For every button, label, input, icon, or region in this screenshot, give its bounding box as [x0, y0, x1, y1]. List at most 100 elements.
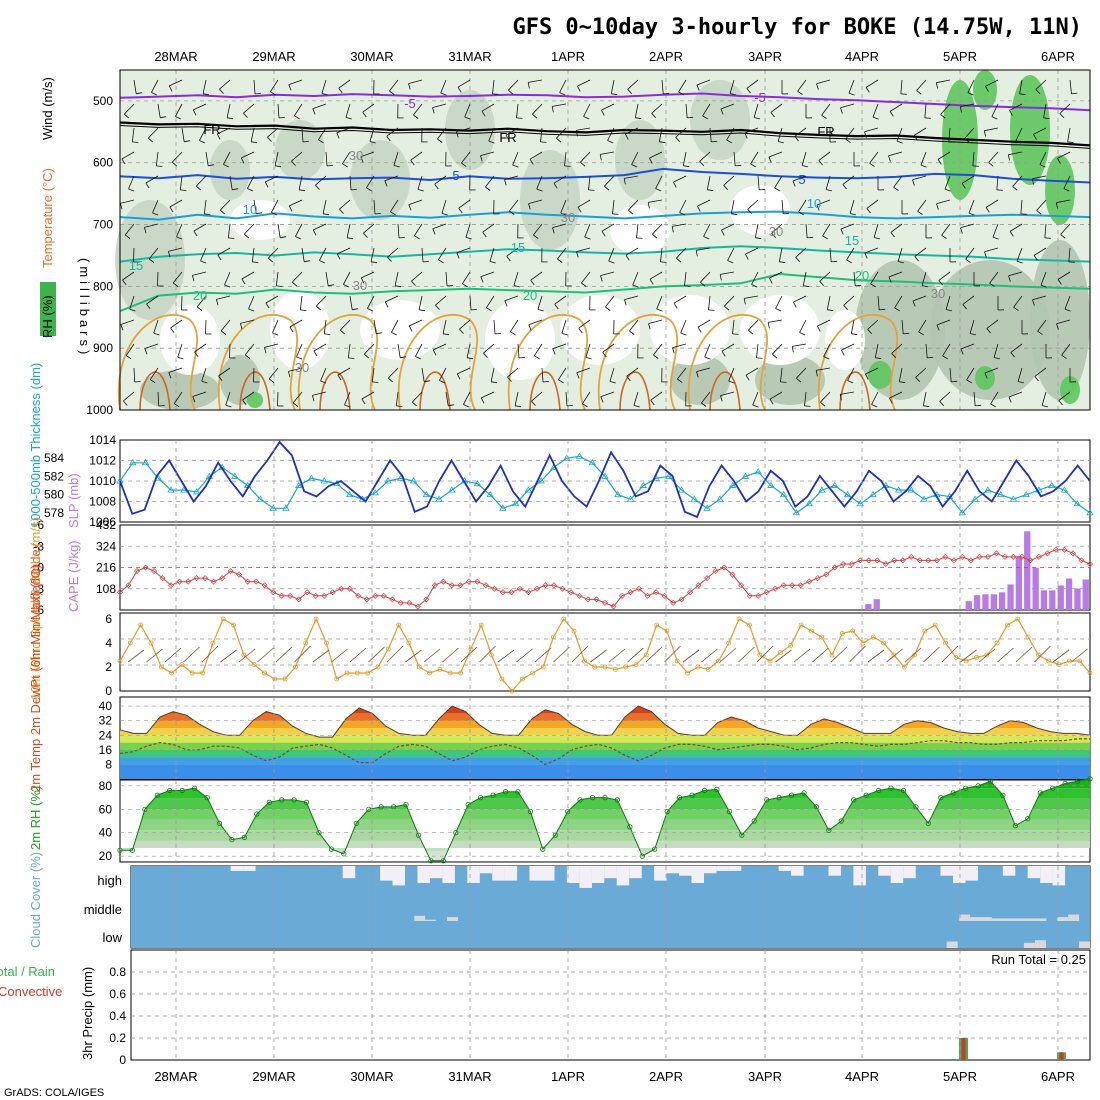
wind-barb-flag — [552, 348, 556, 355]
wind-barb-flag — [821, 114, 827, 119]
wind-barb-flag — [1018, 381, 1024, 384]
cape-bar — [965, 601, 972, 610]
rh-dry-pocket — [160, 305, 220, 375]
wind-barb-flag — [363, 232, 368, 238]
wind-barb — [253, 367, 255, 383]
thickness-tick-label: 582 — [44, 469, 64, 483]
wind-barb-flag — [342, 163, 348, 168]
rh-dry-pocket — [825, 310, 865, 370]
wind-barb-flag — [200, 260, 207, 264]
cloud-axis-label: Cloud Cover (%) — [28, 852, 43, 948]
wind-barb — [408, 199, 423, 206]
wind-barb-flag — [1007, 154, 1010, 161]
wind-speed-point — [530, 670, 536, 676]
wind-barb-flag — [412, 401, 417, 407]
wind-barb — [440, 79, 447, 94]
wind-barb-flag — [551, 106, 554, 113]
wind-barb-flag — [348, 357, 355, 359]
wind-barb-flag — [578, 327, 583, 334]
wind-barb-flag — [339, 208, 344, 214]
wind-barb-flag — [1037, 330, 1043, 335]
wind-barb — [989, 271, 999, 284]
surface-wind-barb — [608, 648, 626, 663]
cape-axis-label: CAPE (J/kg) — [66, 540, 81, 612]
li-point — [1052, 546, 1059, 553]
wind-barb — [250, 127, 255, 142]
thickness-slp-panel: 1000-500mb Thickness (dm) SLP (mb) 57858… — [28, 363, 1094, 529]
rh-point — [1000, 792, 1006, 798]
wind-barb-flag — [898, 261, 904, 264]
wind-barb — [631, 151, 639, 165]
wind-barb — [1033, 127, 1047, 135]
wind-barb — [604, 175, 615, 187]
wind-barb — [965, 247, 975, 260]
cloud-high-gap — [1002, 866, 1016, 876]
wind-barb — [1032, 295, 1047, 301]
li-point — [789, 582, 796, 589]
wind-barb-flag — [320, 380, 327, 384]
cloud-middle-gap — [414, 915, 426, 921]
wind-barb-flag — [711, 140, 718, 143]
wind-barb-flag — [1013, 306, 1019, 311]
wind-barb — [673, 175, 687, 183]
wind-barb-flag — [169, 206, 174, 213]
wind-barb-flag — [752, 404, 759, 408]
wind-barb-flag — [962, 304, 967, 310]
wind-barb — [1020, 199, 1023, 214]
top-date-label: 4APR — [845, 49, 879, 64]
rh-point — [602, 794, 608, 801]
wind-barb — [608, 247, 615, 262]
wind-barb — [912, 295, 927, 302]
wind-barb-flag — [120, 324, 124, 331]
pressure-tick-label: 900 — [93, 341, 113, 355]
wind-barb-flag — [156, 165, 163, 167]
surface-wind-barb — [664, 645, 681, 663]
wind-speed-point — [138, 622, 144, 628]
wind-barb-flag — [659, 141, 666, 144]
wind-barb — [818, 151, 831, 161]
wind-barb — [1010, 343, 1023, 353]
wind-barb — [888, 151, 903, 157]
wind-barb — [853, 271, 856, 286]
wind-barb-flag — [700, 281, 706, 287]
cloud-middle-gap — [1013, 918, 1025, 921]
rh-point — [502, 789, 509, 795]
contour-label: 20 — [855, 268, 869, 283]
wind-barb-flag — [754, 117, 760, 120]
wind-barb-flag — [850, 213, 856, 216]
wind-barb — [532, 103, 543, 115]
wind-barb-flag — [799, 332, 806, 336]
cloud-middle-gap — [1057, 917, 1069, 921]
wind-barb-flag — [374, 213, 381, 215]
rh-point — [167, 787, 173, 794]
wind-barb — [316, 295, 327, 307]
wind-speed-point — [1087, 670, 1093, 676]
thickness-point — [767, 481, 775, 488]
li-point — [925, 557, 932, 564]
cape-contour-inner — [419, 371, 451, 411]
wind-barb-flag — [158, 405, 165, 407]
cape-tick-label: 216 — [96, 561, 116, 575]
wind-barb — [244, 223, 255, 235]
wind-barb-flag — [870, 283, 876, 288]
wind-barb — [992, 223, 999, 238]
wind-barb — [516, 103, 519, 118]
li-point — [1027, 557, 1034, 564]
wind-barb-flag — [960, 227, 963, 234]
li-point — [670, 599, 677, 606]
wind-barb — [145, 175, 159, 184]
wind-barb-flag — [289, 326, 294, 333]
thickness-point — [231, 472, 239, 479]
wind-barb — [721, 343, 735, 352]
wind-barb — [488, 127, 495, 142]
wind-barb — [972, 151, 975, 166]
wind-barb — [469, 295, 472, 311]
wind-barb-flag — [676, 257, 682, 263]
wind-barb-flag — [360, 156, 364, 163]
wind-speed-point — [685, 670, 690, 676]
wind-barb-flag — [462, 283, 468, 288]
wind-barb — [397, 223, 400, 239]
wind-barb — [925, 343, 928, 358]
wind-barb — [916, 79, 927, 91]
wind-barb-flag — [1015, 140, 1022, 144]
